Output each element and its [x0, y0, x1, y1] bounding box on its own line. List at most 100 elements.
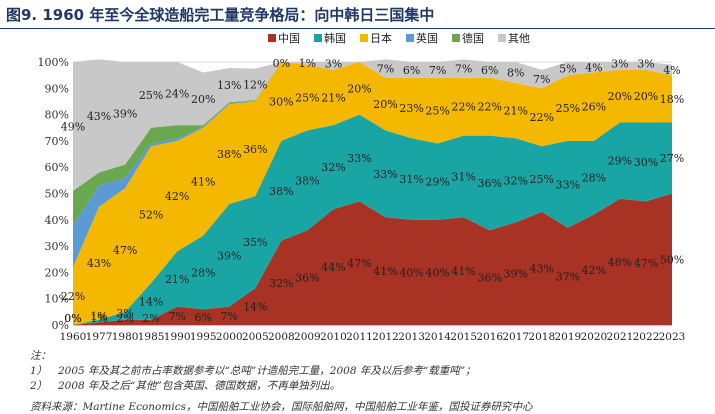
data-label: 14%	[243, 301, 267, 314]
stacked-areas	[73, 59, 672, 325]
data-label: 2%	[116, 312, 133, 325]
data-label: 7%	[168, 310, 185, 323]
x-tick-label: 2015	[450, 331, 477, 343]
data-label: 7%	[377, 63, 394, 76]
x-tick-label: 2020	[581, 331, 608, 343]
data-label: 20%	[373, 98, 397, 111]
data-label: 29%	[608, 155, 632, 168]
data-label: 38%	[269, 185, 293, 198]
legend-label: 日本	[370, 31, 392, 45]
legend-item: 其他	[498, 32, 530, 45]
legend-swatch	[360, 34, 368, 42]
data-label: 32%	[269, 277, 293, 290]
data-label: 6%	[194, 311, 211, 324]
data-label: 37%	[556, 270, 580, 283]
legend-label: 中国	[278, 32, 300, 45]
data-label: 41%	[373, 265, 397, 278]
data-label: 48%	[608, 256, 632, 269]
data-label: 18%	[660, 93, 684, 106]
data-label: 22%	[530, 111, 554, 124]
y-tick-label: 10%	[45, 293, 69, 306]
data-label: 31%	[399, 173, 423, 186]
data-label: 2%	[142, 312, 159, 325]
data-label: 47%	[113, 244, 137, 257]
data-label: 20%	[191, 93, 215, 106]
data-label: 36%	[477, 177, 501, 190]
x-tick-label: 2021	[607, 331, 634, 343]
data-label: 47%	[634, 257, 658, 270]
data-label: 39%	[217, 249, 241, 262]
x-tick-label: 2000	[216, 331, 243, 343]
legend-item: 德国	[452, 31, 484, 45]
legend-swatch	[314, 34, 322, 42]
data-label: 1%	[299, 57, 316, 70]
data-label: 31%	[451, 170, 475, 183]
data-label: 13%	[217, 79, 241, 92]
note-2-text: 2008 年及之后“其他”包含英国、德国数据，不再单独列出。	[58, 380, 341, 392]
area-series-韩国	[73, 114, 672, 325]
chart-title: 图9. 1960 年至今全球造船完工量竞争格局：向中韩日三国集中	[6, 6, 435, 24]
data-label: 43%	[87, 257, 111, 270]
data-label: 30%	[634, 156, 658, 169]
legend-item: 英国	[406, 31, 438, 45]
data-label: 12%	[243, 78, 267, 91]
data-label: 30%	[269, 95, 293, 108]
y-tick-label: 20%	[45, 266, 69, 279]
data-label: 3%	[611, 57, 628, 70]
data-label: 50%	[660, 253, 684, 266]
x-tick-label: 1960	[60, 331, 87, 343]
data-label: 26%	[582, 101, 606, 114]
data-label: 20%	[347, 82, 371, 95]
x-tick-label: 1990	[164, 331, 191, 343]
data-label: 33%	[373, 168, 397, 181]
y-tick-label: 30%	[45, 240, 69, 253]
notes-label: 注：	[30, 350, 51, 362]
y-tick-label: 80%	[45, 109, 69, 122]
data-label: 42%	[582, 264, 606, 277]
data-label: 24%	[165, 88, 189, 101]
note-1-text: 2005 年及其之前市占率数据参考以“总吨”计造船完工量，2008 年及以后参考…	[58, 365, 476, 377]
x-tick-label: 2014	[424, 331, 451, 343]
title-bar: 图9. 1960 年至今全球造船完工量竞争格局：向中韩日三国集中	[0, 0, 715, 29]
data-label: 25%	[530, 173, 554, 186]
x-tick-label: 2012	[372, 331, 399, 343]
data-label: 22%	[61, 290, 85, 303]
note-1: 1） 2005 年及其之前市占率数据参考以“总吨”计造船完工量，2008 年及以后…	[30, 364, 710, 379]
data-label: 43%	[530, 262, 554, 275]
data-label: 33%	[347, 152, 371, 165]
y-tick-label: 90%	[45, 82, 69, 95]
data-label: 32%	[504, 174, 528, 187]
data-label: 3%	[325, 57, 342, 70]
y-tick-label: 100%	[38, 56, 69, 69]
legend: 中国 韩国 日本 英国 德国 其他	[268, 31, 530, 45]
data-label: 6%	[481, 64, 498, 77]
data-label: 6%	[403, 64, 420, 77]
notes: 注： 1） 2005 年及其之前市占率数据参考以“总吨”计造船完工量，2008 年…	[30, 349, 710, 394]
data-label: 0%	[64, 312, 81, 325]
legend-label: 韩国	[324, 31, 346, 45]
x-tick-label: 2023	[659, 331, 686, 343]
note-2: 2） 2008 年及之后“其他”包含英国、德国数据，不再单独列出。	[30, 379, 710, 394]
data-label: 21%	[504, 105, 528, 118]
data-label: 1%	[90, 310, 107, 323]
legend-label: 英国	[416, 31, 438, 45]
area-series-其他	[73, 59, 672, 191]
legend-swatch	[406, 34, 414, 42]
data-label: 41%	[451, 265, 475, 278]
area-series-中国	[73, 193, 672, 325]
data-label: 35%	[243, 236, 267, 249]
x-tick-label: 2017	[502, 331, 529, 343]
data-label: 3%	[116, 307, 133, 320]
data-label: 7%	[429, 64, 446, 77]
data-label: 8%	[507, 67, 524, 80]
data-label: 39%	[504, 268, 528, 281]
data-label: 21%	[321, 92, 345, 105]
data-label: 28%	[582, 172, 606, 185]
area-chart: 中国 韩国 日本 英国 德国 其他 0% 10% 20% 30% 40% 50% 60% 70% 80% 9…	[38, 31, 686, 343]
area-series-日本	[73, 62, 672, 325]
source-note: 资料来源：Martine Economics，中国船舶工业协会，国际船舶网，中国…	[30, 401, 533, 413]
legend-swatch	[268, 34, 276, 42]
x-tick-label: 2010	[320, 331, 347, 343]
legend-label: 德国	[462, 31, 484, 45]
data-label: 32%	[321, 161, 345, 174]
